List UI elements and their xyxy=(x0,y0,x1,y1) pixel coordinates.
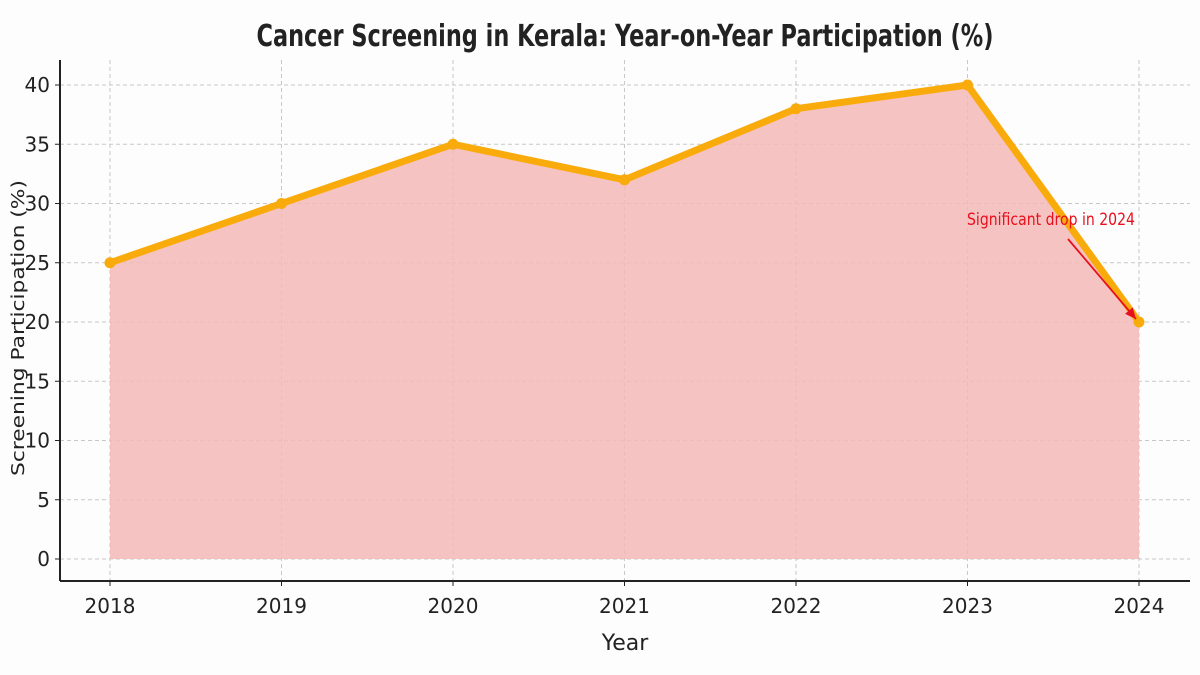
data-point-2020 xyxy=(447,138,459,150)
data-point-2019 xyxy=(276,198,287,209)
y-tick-label-5: 5 xyxy=(37,488,50,512)
y-tick-label-20: 20 xyxy=(25,310,50,334)
y-tick-labels: 0 5 10 15 20 25 30 35 40 xyxy=(25,73,50,571)
x-tick-label-2020: 2020 xyxy=(428,594,479,618)
data-point-2023 xyxy=(962,79,973,91)
area-fill-layer xyxy=(110,85,1139,559)
y-tick-label-15: 15 xyxy=(25,369,50,393)
data-points xyxy=(104,79,1145,328)
annotation-arrow-shaft xyxy=(1067,238,1137,320)
annotation-arrow-head xyxy=(1125,307,1136,319)
annotation-layer: Significant drop in 2024 xyxy=(967,210,1137,320)
y-tick-label-0: 0 xyxy=(37,547,50,571)
x-tick-label-2021: 2021 xyxy=(599,594,650,618)
data-point-2024 xyxy=(1133,316,1145,328)
annotation-text: Significant drop in 2024 xyxy=(967,210,1135,230)
data-point-2021 xyxy=(619,174,630,186)
x-axis-title: Year xyxy=(601,631,650,656)
data-point-2018 xyxy=(104,257,116,269)
data-point-2022 xyxy=(790,103,802,115)
y-tick-label-35: 35 xyxy=(25,132,50,156)
y-axis-title: Screening Participation (%) xyxy=(8,180,29,476)
x-tick-label-2018: 2018 xyxy=(85,594,136,618)
x-tick-labels: 2018 2019 2020 2021 2022 2023 2024 xyxy=(85,594,1165,618)
x-tick-label-2024: 2024 xyxy=(1114,594,1165,618)
y-tick-label-25: 25 xyxy=(25,251,50,275)
x-tick-label-2023: 2023 xyxy=(942,594,993,618)
chart-title: Cancer Screening in Kerala: Year-on-Year… xyxy=(257,19,994,54)
area-fill xyxy=(110,85,1139,559)
y-tick-label-30: 30 xyxy=(25,192,50,216)
y-tick-label-40: 40 xyxy=(25,73,50,97)
x-tick-label-2019: 2019 xyxy=(256,594,307,618)
axes xyxy=(55,60,1190,586)
x-tick-label-2022: 2022 xyxy=(771,594,822,618)
y-tick-label-10: 10 xyxy=(25,429,50,453)
